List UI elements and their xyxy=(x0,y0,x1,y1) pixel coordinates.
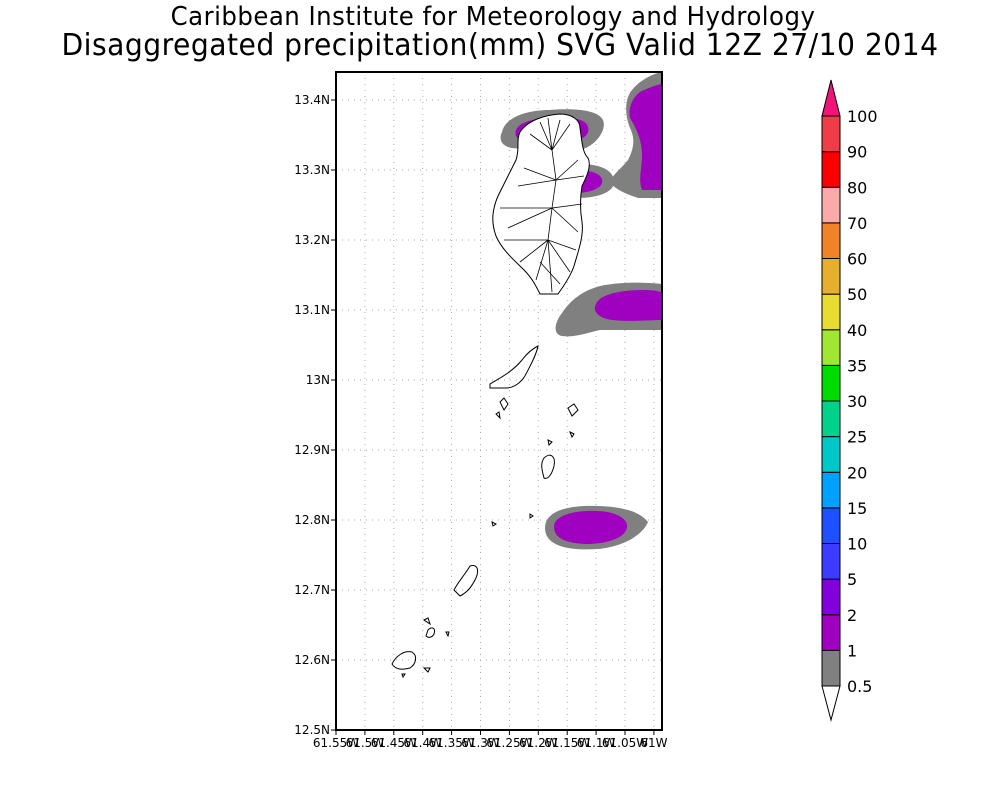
islet-outline xyxy=(445,631,450,638)
colorbar-swatch xyxy=(821,151,841,188)
colorbar-level-label: 0.5 xyxy=(847,677,872,696)
islet-outline xyxy=(499,397,509,411)
colorbar-swatch xyxy=(821,436,841,473)
lon-tick-label: 61W xyxy=(640,736,667,750)
mustique-outline xyxy=(567,403,579,417)
map-title-line2: Disaggregated precipitation(mm) SVG Vali… xyxy=(61,28,939,63)
lat-tick-label: 12.8N xyxy=(294,513,330,527)
lon-tick-label: 61.4W xyxy=(403,736,442,750)
colorbar-level-label: 60 xyxy=(847,250,867,269)
colorbar-swatch xyxy=(821,507,841,544)
islet-outline xyxy=(423,617,431,626)
bequia-outline xyxy=(489,345,539,389)
lon-tick-label: 61.5W xyxy=(346,736,385,750)
longitude-axis: 61.55W61.5W61.45W61.4W61.35W61.3W61.25W6… xyxy=(313,730,668,750)
lon-tick-label: 61.45W xyxy=(371,736,417,750)
islet-outline xyxy=(425,627,435,638)
lon-tick-label: 61.3W xyxy=(461,736,500,750)
canouan-outline xyxy=(541,454,555,479)
lon-tick-label: 61.1W xyxy=(577,736,616,750)
lat-tick-label: 12.7N xyxy=(294,583,330,597)
colorbar-over-arrow xyxy=(821,79,841,117)
colorbar-level-label: 35 xyxy=(847,356,867,375)
coastlines xyxy=(391,113,590,679)
islet-outline xyxy=(491,521,497,527)
colorbar-swatch xyxy=(821,364,841,402)
islet-outline xyxy=(529,513,534,519)
colorbar-swatch xyxy=(821,222,841,259)
colorbar-swatch xyxy=(821,649,841,687)
union-island-outline xyxy=(453,565,479,597)
saint-vincent-outline xyxy=(492,113,590,295)
colorbar-level-label: 20 xyxy=(847,463,867,482)
lon-tick-label: 61.35W xyxy=(428,736,474,750)
islet-outline xyxy=(569,430,575,439)
map-frame xyxy=(335,71,663,731)
colorbar-swatch xyxy=(821,115,841,153)
lat-tick-label: 13.4N xyxy=(294,93,330,107)
watershed-lines xyxy=(500,117,585,293)
colorbar-level-label: 50 xyxy=(847,285,867,304)
colorbar-swatch xyxy=(821,614,841,651)
islet-outline xyxy=(547,439,553,447)
lat-tick-label: 13N xyxy=(306,373,330,387)
lon-tick-label: 61.25W xyxy=(486,736,532,750)
lat-tick-label: 13.1N xyxy=(294,303,330,317)
precip-area-purple xyxy=(554,510,628,544)
islet-outline xyxy=(401,673,406,679)
carriacou-outline xyxy=(391,651,417,670)
graticule-grid xyxy=(336,72,662,730)
colorbar-level-label: 2 xyxy=(847,606,857,625)
lat-tick-label: 13.3N xyxy=(294,163,330,177)
latitude-axis: 13.4N 13.3N 13.2N 13.1N 13N 12.9N 12.8N 12.7N 12… xyxy=(294,93,336,737)
lat-tick-label: 12.5N xyxy=(294,723,330,737)
colorbar-swatch xyxy=(821,400,841,438)
lat-tick-label: 12.6N xyxy=(294,653,330,667)
colorbar-level-label: 1 xyxy=(847,641,857,660)
lon-tick-label: 61.55W xyxy=(313,736,359,750)
colorbar-level-label: 25 xyxy=(847,428,867,447)
colorbar-swatch xyxy=(821,578,841,616)
colorbar-swatch xyxy=(821,329,841,366)
lon-tick-label: 61.05W xyxy=(602,736,648,750)
precip-area-purple xyxy=(629,84,662,190)
lon-tick-label: 61.2W xyxy=(519,736,558,750)
lat-tick-label: 12.9N xyxy=(294,443,330,457)
colorbar-swatch xyxy=(821,471,841,509)
precip-area-purple xyxy=(594,290,662,321)
colorbar-swatch xyxy=(821,543,841,580)
islet-outline xyxy=(495,411,501,420)
map-title-line1: Caribbean Institute for Meteorology and … xyxy=(170,2,816,32)
colorbar-swatch xyxy=(821,258,841,295)
colorbar-level-label: 15 xyxy=(847,499,867,518)
colorbar-level-label: 70 xyxy=(847,214,867,233)
colorbar-level-label: 30 xyxy=(847,392,867,411)
colorbar-level-label: 5 xyxy=(847,570,857,589)
lat-tick-label: 13.2N xyxy=(294,233,330,247)
colorbar-level-label: 10 xyxy=(847,535,867,554)
colorbar-level-label: 90 xyxy=(847,143,867,162)
lon-tick-label: 61.15W xyxy=(544,736,590,750)
colorbar-level-label: 100 xyxy=(847,107,878,126)
colorbar-level-label: 80 xyxy=(847,178,867,197)
colorbar-swatch xyxy=(821,186,841,224)
islet-outline xyxy=(422,667,431,673)
colorbar-under-arrow xyxy=(821,685,841,722)
colorbar-swatch xyxy=(821,293,841,331)
colorbar-level-label: 40 xyxy=(847,321,867,340)
